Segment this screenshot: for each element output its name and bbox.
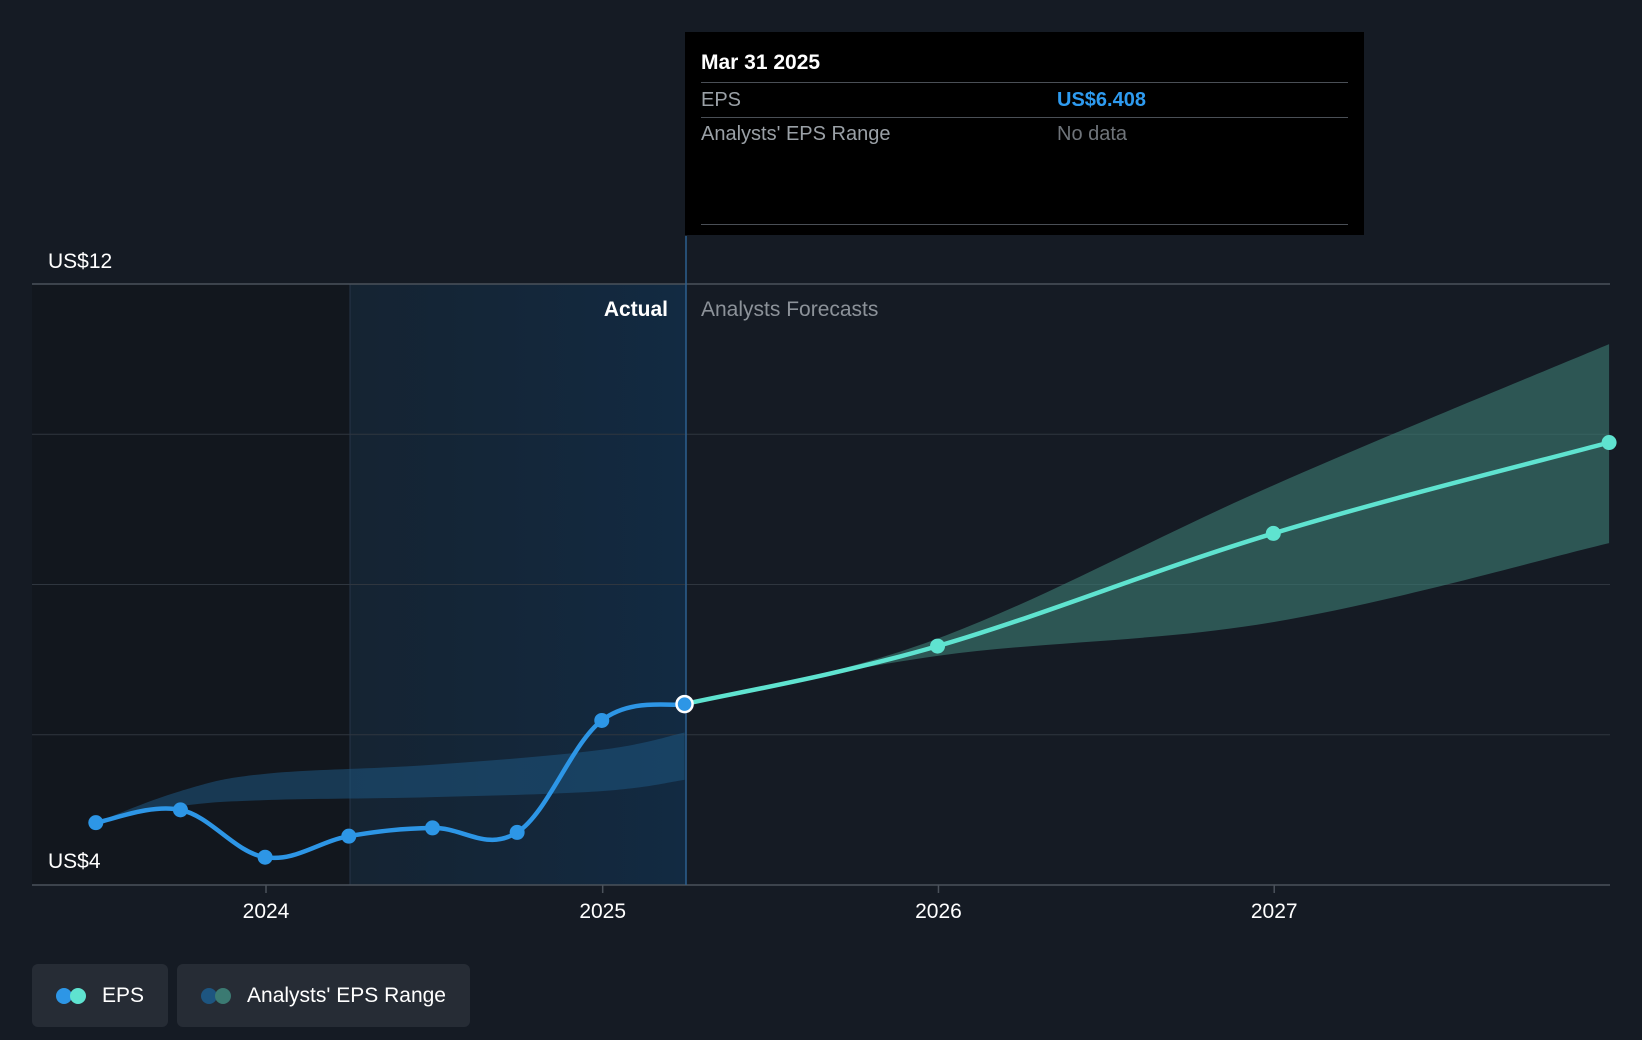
tooltip: Mar 31 2025 EPS US$6.408 Analysts' EPS R… [685, 32, 1364, 235]
legend-range-dot-actual [201, 987, 218, 1004]
eps-point-actual[interactable] [172, 802, 188, 818]
legend-eps-dot-actual [56, 987, 72, 1004]
tooltip-range-row: Analysts' EPS Range No data [701, 118, 1348, 225]
eps-range-band-actual [95, 732, 685, 823]
eps-points [88, 435, 1617, 865]
legend-range-swatch-icon [201, 987, 232, 1004]
eps-point-actual[interactable] [257, 849, 273, 865]
legend-item-eps[interactable]: EPS [32, 964, 169, 1027]
tooltip-range-label: Analysts' EPS Range [701, 123, 891, 145]
eps-point-forecast[interactable] [930, 638, 946, 654]
eps-point-actual[interactable] [594, 712, 610, 728]
actual-label: Actual [604, 298, 668, 321]
legend-range-dot-forecast [215, 987, 232, 1004]
eps-point-forecast[interactable] [1601, 435, 1617, 451]
legend-item-range[interactable]: Analysts' EPS Range [177, 964, 470, 1027]
forecast-label: Analysts Forecasts [701, 298, 878, 321]
eps-point-forecast[interactable] [1265, 525, 1281, 541]
eps-point-actual[interactable] [341, 828, 357, 844]
eps-point-actual[interactable] [425, 820, 441, 836]
tooltip-eps-label: EPS [701, 89, 742, 111]
eps-point-actual[interactable] [88, 815, 104, 831]
eps-point-highlighted[interactable] [675, 694, 694, 714]
legend-range-label: Analysts' EPS Range [247, 983, 446, 1007]
y-label-bottom: US$4 [48, 850, 101, 873]
x-tick-label: 2024 [243, 900, 290, 923]
x-tick-label: 2025 [579, 900, 626, 923]
tooltip-range-value: No data [1057, 123, 1128, 145]
legend-eps-label: EPS [102, 983, 145, 1007]
eps-point-actual[interactable] [509, 824, 525, 840]
eps-lines [93, 440, 1612, 861]
eps-line-forecast [682, 440, 1612, 707]
x-tick-label: 2027 [1251, 900, 1298, 923]
legend-eps-dot-forecast [70, 987, 86, 1004]
eps-range-band-forecast [684, 344, 1610, 705]
legend: EPS Analysts' EPS Range [32, 964, 470, 1027]
x-tick-label: 2026 [915, 900, 962, 923]
legend-eps-swatch-icon [56, 987, 86, 1004]
eps-line-actual [93, 701, 687, 861]
tooltip-date: Mar 31 2025 [701, 46, 1348, 83]
eps-range-bands [95, 344, 1610, 823]
x-axis-ticks: 2024 2025 2026 2027 [243, 885, 1298, 923]
y-label-top: US$12 [48, 250, 112, 273]
tooltip-eps-row: EPS US$6.408 [701, 83, 1348, 118]
tooltip-eps-value: US$6.408 [1057, 89, 1146, 111]
